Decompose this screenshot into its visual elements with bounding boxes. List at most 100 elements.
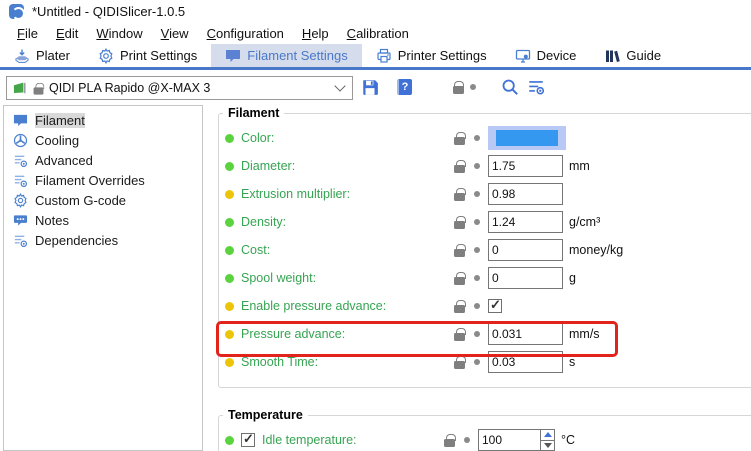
option-dot-icon (225, 161, 234, 171)
option-row-pressure-advance: Pressure advance: mm/s (219, 320, 751, 348)
printer-icon (376, 48, 392, 64)
unit-label: money/kg (569, 243, 624, 257)
unit-label: g/cm³ (569, 215, 601, 229)
tab-device[interactable]: Device (501, 44, 591, 67)
gear-icon (13, 192, 28, 208)
revert-dot-icon (474, 275, 480, 281)
option-dot-icon (225, 189, 234, 199)
tab-label: Plater (36, 48, 70, 63)
tab-label: Printer Settings (397, 48, 487, 63)
notes-bubble-icon (13, 213, 28, 228)
unit-label: °C (561, 433, 576, 447)
option-dot-icon (225, 245, 234, 255)
spinner-buttons (540, 429, 555, 451)
lock-icon[interactable] (454, 159, 466, 173)
filament-bubble-icon (13, 113, 28, 128)
option-row-cost: Cost: money/kg (219, 236, 751, 264)
spool-weight-input[interactable] (488, 267, 563, 289)
title-bar: *Untitled - QIDISlicer-1.0.5 (0, 0, 751, 22)
plater-icon (14, 48, 30, 64)
lock-icon[interactable] (454, 271, 466, 285)
search-settings-button[interactable] (527, 78, 545, 96)
tab-guide[interactable]: Guide (590, 44, 675, 67)
menu-window[interactable]: Window (96, 25, 143, 41)
list-gear-icon (13, 233, 28, 248)
window-title: *Untitled - QIDISlicer-1.0.5 (32, 3, 186, 19)
sidebar-item-advanced[interactable]: Advanced (4, 150, 202, 170)
help-button[interactable]: ? (395, 78, 413, 96)
unit-label: g (569, 271, 576, 285)
option-row-smooth-time: Smooth Time: s (219, 348, 751, 376)
tab-filament-settings[interactable]: Filament Settings (211, 44, 362, 67)
lock-icon[interactable] (454, 355, 466, 369)
option-dot-icon (225, 435, 234, 445)
lock-icon[interactable] (454, 327, 466, 341)
menu-view[interactable]: View (160, 25, 189, 41)
enable-pressure-advance-checkbox[interactable] (488, 297, 502, 313)
density-input[interactable] (488, 211, 563, 233)
option-label: Enable pressure advance: (241, 299, 387, 313)
tab-print-settings[interactable]: Print Settings (84, 44, 211, 67)
idle-temperature-input[interactable] (478, 429, 540, 451)
sidebar-item-filament-overrides[interactable]: Filament Overrides (4, 170, 202, 190)
section-title: Filament (228, 106, 280, 120)
tab-label: Guide (626, 48, 662, 63)
diameter-input[interactable] (488, 155, 563, 177)
sidebar-item-filament[interactable]: Filament (4, 110, 202, 130)
section-title: Temperature (228, 408, 303, 422)
filament-preset-combobox[interactable]: QIDI PLA Rapido @X-MAX 3 (6, 76, 353, 100)
sidebar-item-notes[interactable]: Notes (4, 210, 202, 230)
option-dot-icon (225, 217, 234, 227)
revert-dot-icon (474, 247, 480, 253)
menu-help[interactable]: Help (301, 25, 329, 41)
unit-label: mm/s (569, 327, 600, 341)
revert-dot-icon (474, 303, 480, 309)
gear-icon (98, 47, 114, 64)
revert-dot-icon (474, 163, 480, 169)
revert-dot-icon (474, 191, 480, 197)
menu-file[interactable]: File (17, 25, 38, 41)
color-swatch-button[interactable] (488, 126, 566, 150)
lock-icon[interactable] (454, 299, 466, 313)
cost-input[interactable] (488, 239, 563, 261)
lock-icon[interactable] (454, 215, 466, 229)
menu-bar: File Edit Window View Configuration Help… (0, 22, 751, 44)
option-label: Extrusion multiplier: (241, 187, 351, 201)
books-icon (604, 48, 621, 64)
tab-label: Filament Settings (247, 48, 348, 63)
option-dot-icon (225, 357, 234, 367)
sidebar-item-label: Notes (35, 212, 69, 228)
sidebar-item-custom-gcode[interactable]: Custom G-code (4, 190, 202, 210)
sidebar-item-cooling[interactable]: Cooling (4, 130, 202, 150)
monitor-icon (515, 48, 531, 64)
menu-calibration[interactable]: Calibration (346, 25, 409, 41)
menu-configuration[interactable]: Configuration (206, 25, 284, 41)
filament-spool-icon (13, 81, 28, 96)
revert-dot-icon (474, 135, 480, 141)
filament-bubble-icon (225, 48, 241, 64)
color-swatch (496, 130, 558, 146)
search-button[interactable] (501, 78, 519, 96)
revert-dot-icon (474, 331, 480, 337)
smooth-time-input[interactable] (488, 351, 563, 373)
sidebar-item-label: Custom G-code (35, 192, 127, 208)
tab-plater[interactable]: Plater (0, 44, 84, 67)
save-preset-button[interactable] (361, 78, 379, 96)
lock-icon[interactable] (454, 131, 466, 145)
spin-up-icon[interactable] (541, 430, 554, 441)
tab-label: Print Settings (119, 48, 198, 63)
lock-icon[interactable] (454, 243, 466, 257)
lock-icon[interactable] (444, 433, 456, 447)
extrusion-multiplier-input[interactable] (488, 183, 563, 205)
menu-edit[interactable]: Edit (55, 25, 79, 41)
lock-icon[interactable] (454, 187, 466, 201)
idle-temperature-checkbox[interactable] (241, 431, 255, 447)
sidebar-item-dependencies[interactable]: Dependencies (4, 230, 202, 250)
option-label: Smooth Time: (241, 355, 319, 369)
lock-toggle-button[interactable] (449, 78, 467, 96)
spin-down-icon[interactable] (541, 441, 554, 451)
option-label: Cost: (241, 243, 271, 257)
preset-name: QIDI PLA Rapido @X-MAX 3 (49, 81, 211, 95)
tab-printer-settings[interactable]: Printer Settings (362, 44, 501, 67)
pressure-advance-input[interactable] (488, 323, 563, 345)
